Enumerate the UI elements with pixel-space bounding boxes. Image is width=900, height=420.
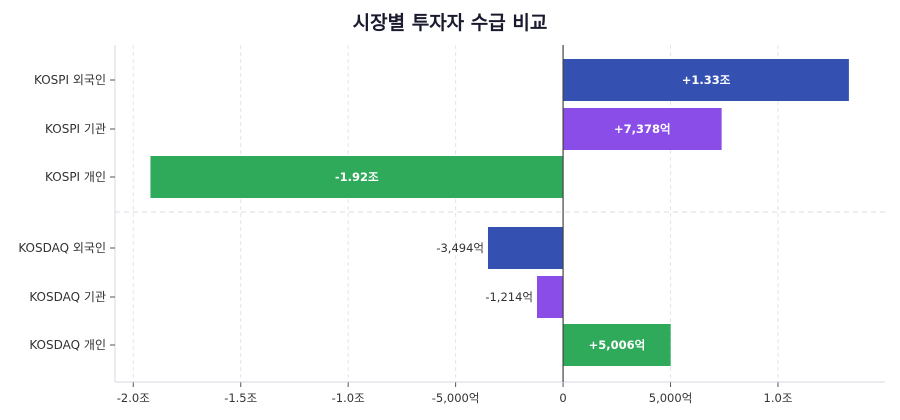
data-label: -1,214억 bbox=[485, 290, 533, 304]
x-tick-label: -1.5조 bbox=[224, 391, 257, 405]
bar bbox=[487, 227, 564, 269]
x-tick-label: 5,000억 bbox=[649, 391, 693, 405]
bar bbox=[563, 108, 722, 150]
bar bbox=[563, 59, 849, 101]
bar bbox=[563, 324, 671, 366]
x-tick-label: 1.0조 bbox=[764, 391, 793, 405]
bar bbox=[150, 156, 564, 198]
y-tick-label: KOSPI 기관 bbox=[45, 122, 106, 136]
y-tick-label: KOSDAQ 기관 bbox=[29, 290, 106, 304]
data-label: +5,006억 bbox=[589, 338, 646, 352]
chart-title: 시장별 투자자 수급 비교 bbox=[352, 12, 548, 34]
x-tick-label: -1.0조 bbox=[332, 391, 365, 405]
y-tick-label: KOSDAQ 외국인 bbox=[18, 241, 106, 255]
x-tick-label: -2.0조 bbox=[117, 391, 150, 405]
data-label: +1.33조 bbox=[682, 73, 731, 87]
x-tick-label: -5,000억 bbox=[432, 391, 480, 405]
data-label: +7,378억 bbox=[614, 122, 671, 136]
y-tick-label: KOSDAQ 개인 bbox=[29, 338, 106, 352]
y-tick-label: KOSPI 개인 bbox=[45, 170, 106, 184]
data-label: -1.92조 bbox=[335, 170, 379, 184]
x-tick-label: 0 bbox=[559, 391, 566, 405]
data-label: -3,494억 bbox=[436, 241, 484, 255]
y-tick-label: KOSPI 외국인 bbox=[34, 73, 106, 87]
bar bbox=[536, 276, 564, 318]
